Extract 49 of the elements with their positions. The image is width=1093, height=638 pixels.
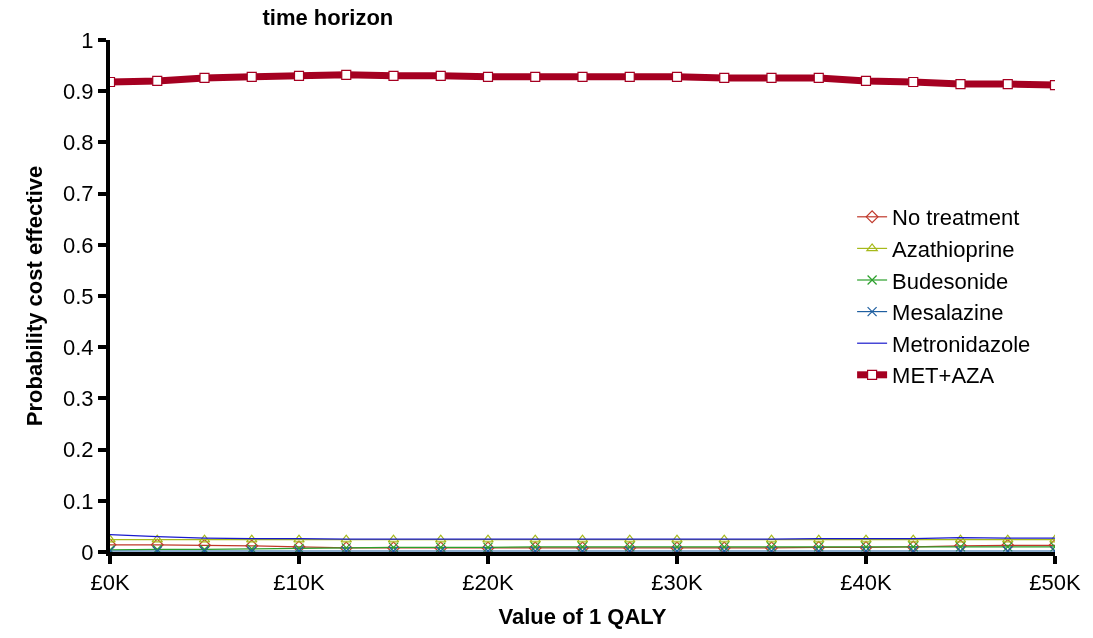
y-tick-label: 0.3 bbox=[63, 386, 94, 412]
point bbox=[671, 534, 683, 543]
y-tick-label: 1 bbox=[81, 27, 94, 53]
point bbox=[671, 71, 683, 82]
point bbox=[766, 72, 777, 83]
point bbox=[482, 534, 494, 543]
chart-title: time horizon bbox=[262, 4, 394, 30]
x-tick-label: £40K bbox=[840, 570, 893, 596]
x-tick-label: £20K bbox=[462, 570, 515, 596]
point bbox=[624, 71, 635, 82]
point bbox=[719, 72, 730, 83]
y-tick-label: 0.1 bbox=[63, 488, 94, 514]
point bbox=[482, 71, 494, 82]
legend-label: No treatment bbox=[892, 205, 1020, 231]
y-tick-label: 0.7 bbox=[63, 181, 94, 207]
legend-label: Budesonide bbox=[892, 268, 1009, 294]
x-tick-label: £50K bbox=[1029, 570, 1082, 596]
point bbox=[530, 71, 541, 82]
point bbox=[246, 71, 257, 82]
x-tick-label: £30K bbox=[651, 570, 704, 596]
point bbox=[293, 70, 305, 81]
point bbox=[955, 78, 966, 90]
y-tick-label: 0.5 bbox=[63, 283, 94, 309]
y-tick-label: 0.9 bbox=[63, 78, 94, 104]
point bbox=[1002, 78, 1013, 90]
point bbox=[860, 534, 872, 543]
y-axis-title: Probability cost effective bbox=[22, 165, 48, 427]
point bbox=[860, 75, 872, 87]
x-tick-label: £0K bbox=[90, 570, 130, 596]
point bbox=[813, 72, 824, 83]
y-tick-label: 0.6 bbox=[63, 232, 94, 258]
point bbox=[199, 72, 210, 83]
legend-label: Metronidazole bbox=[892, 331, 1031, 357]
point bbox=[293, 534, 305, 543]
x-axis-title: Value of 1 QALY bbox=[498, 603, 667, 629]
legend-label: Mesalazine bbox=[892, 300, 1004, 326]
point bbox=[341, 69, 352, 80]
y-tick-label: 0.8 bbox=[63, 130, 94, 156]
x-tick-label: £10K bbox=[273, 570, 326, 596]
point bbox=[388, 70, 399, 81]
point bbox=[577, 71, 588, 82]
point bbox=[908, 76, 919, 88]
legend-label: MET+AZA bbox=[892, 363, 995, 389]
point bbox=[152, 75, 163, 87]
point bbox=[435, 70, 446, 81]
legend-label: Azathioprine bbox=[892, 236, 1015, 262]
y-tick-label: 0.2 bbox=[63, 437, 94, 463]
y-tick-label: 0 bbox=[81, 539, 94, 565]
y-tick-label: 0.4 bbox=[63, 334, 94, 360]
